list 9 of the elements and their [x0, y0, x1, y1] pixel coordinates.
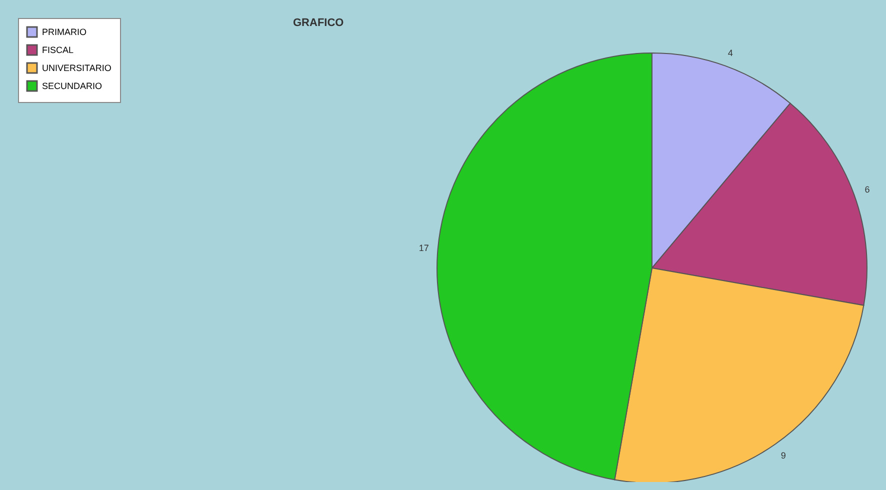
legend-label: FISCAL: [42, 45, 74, 55]
data-label: 9: [780, 450, 786, 461]
data-label: 4: [728, 48, 733, 58]
legend-label: SECUNDARIO: [42, 81, 102, 91]
legend-label: PRIMARIO: [42, 27, 87, 37]
data-label: 6: [864, 184, 870, 195]
data-label: 17: [418, 243, 429, 254]
chart-title: GRAFICO: [293, 17, 344, 29]
legend-label: UNIVERSITARIO: [42, 63, 112, 73]
